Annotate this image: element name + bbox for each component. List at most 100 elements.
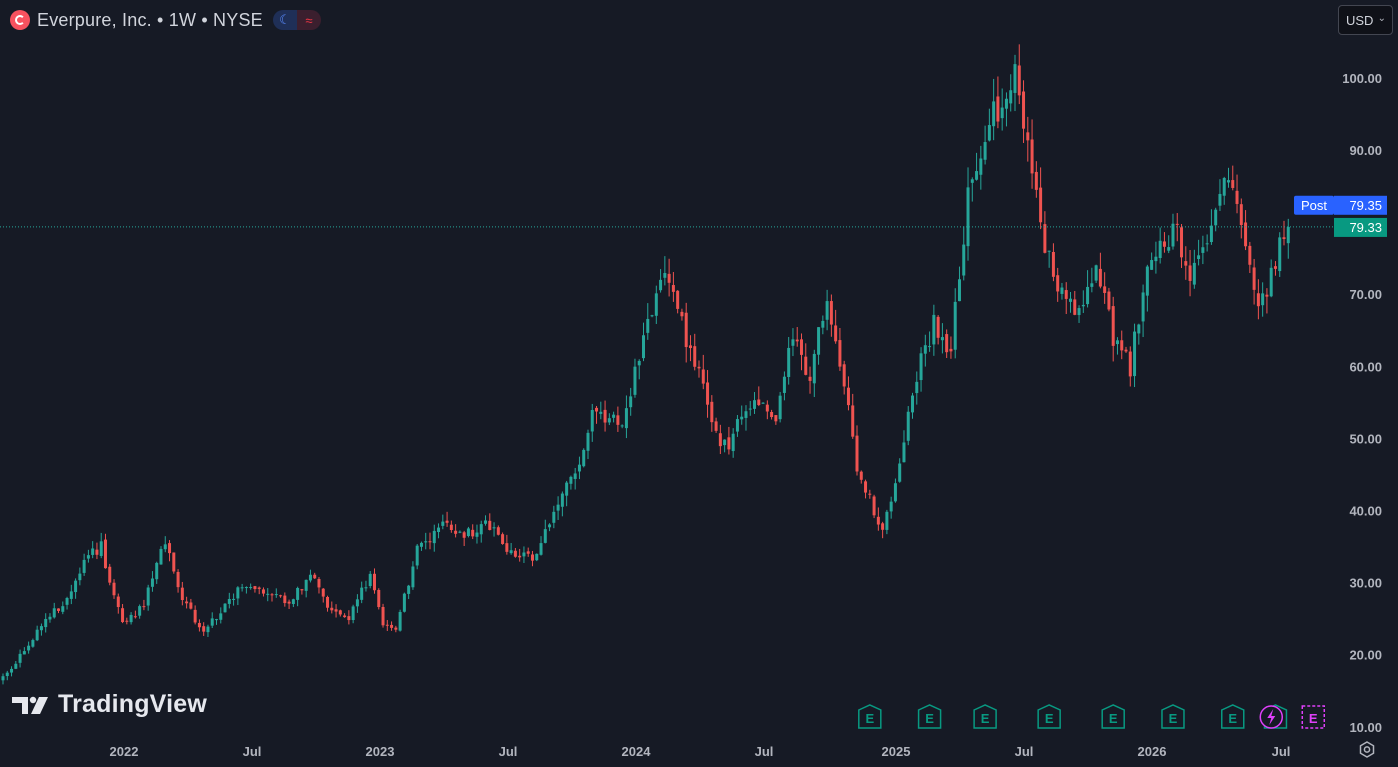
y-axis-tick-label: 70.00 (1349, 287, 1382, 302)
x-axis-tick-label: Jul (1015, 744, 1034, 759)
candle (1218, 179, 1222, 211)
candle-body (642, 335, 645, 359)
candle (1226, 167, 1230, 188)
candle (129, 612, 133, 625)
earnings-marker[interactable]: E (973, 704, 997, 729)
x-axis-tick-label: 2023 (366, 744, 395, 759)
candle (791, 328, 795, 357)
earnings-marker[interactable]: E (917, 704, 942, 729)
y-axis-tick-label: 20.00 (1349, 648, 1382, 663)
candle (466, 526, 470, 538)
candle-body (1145, 266, 1149, 296)
candle-body (684, 312, 688, 348)
candle-body (624, 408, 628, 429)
candle-body (215, 619, 218, 621)
candle (778, 391, 782, 423)
candle (1090, 267, 1094, 293)
candle (923, 334, 927, 367)
candle-body (928, 346, 932, 348)
candle (261, 587, 265, 597)
candle (1162, 232, 1166, 253)
candle (774, 415, 778, 425)
candle-body (586, 432, 590, 451)
candle-body (501, 534, 505, 544)
candle-body (1256, 293, 1260, 307)
candle (607, 413, 611, 426)
candle-body (236, 587, 240, 599)
candle-body (1248, 245, 1252, 265)
candle (1154, 241, 1158, 274)
candle-body (321, 588, 325, 597)
candle-body (1261, 293, 1265, 306)
candle-body (91, 548, 95, 555)
candle (372, 568, 376, 594)
upcoming-earnings-marker[interactable]: E (1301, 705, 1326, 729)
moon-icon[interactable]: ☾ (272, 10, 297, 30)
candle (223, 603, 227, 613)
earnings-marker[interactable]: E (1161, 704, 1185, 729)
symbol-title[interactable]: Everpure, Inc. • 1W • NYSE (37, 9, 263, 30)
earnings-shield-icon (1101, 704, 1125, 729)
dividend-marker[interactable] (1259, 705, 1284, 729)
candle-body (308, 574, 312, 581)
earnings-label: E (981, 711, 990, 726)
candle-body (693, 346, 697, 367)
candle-body (744, 411, 748, 418)
earnings-marker[interactable]: E (1101, 704, 1125, 729)
candle (1034, 161, 1038, 198)
candle (1022, 80, 1026, 143)
candle-body (69, 591, 73, 599)
candle (1043, 211, 1047, 254)
candle-body (932, 314, 936, 345)
candle-body (846, 387, 850, 406)
candle-body (343, 615, 347, 618)
tradingview-watermark[interactable]: TradingView (12, 690, 207, 719)
candle-body (27, 645, 31, 651)
candle (330, 601, 334, 614)
candle-body (304, 579, 308, 591)
earnings-shield-icon (1161, 704, 1185, 729)
candle-body (1094, 265, 1098, 281)
candle (27, 641, 31, 654)
company-logo-icon (10, 10, 30, 30)
candle (671, 272, 675, 302)
settings-icon[interactable] (1358, 741, 1376, 759)
earnings-marker[interactable]: E (1221, 704, 1245, 729)
candle (706, 370, 710, 418)
candle-body (663, 273, 667, 278)
earnings-marker[interactable]: E (1037, 704, 1061, 729)
candle-body (44, 618, 48, 628)
candles (1, 44, 1290, 685)
candle (1009, 74, 1013, 112)
earnings-marker[interactable]: E (858, 704, 882, 729)
candle (95, 542, 99, 560)
candle-body (1030, 139, 1034, 174)
candle-body (407, 585, 411, 594)
candle (936, 315, 940, 345)
candle-body (612, 414, 616, 418)
candle (535, 553, 539, 562)
candle-body (518, 555, 522, 558)
candle (31, 638, 35, 648)
candle (381, 603, 385, 628)
currency-select[interactable]: USD ⌄ (1338, 5, 1393, 35)
candle-body (1043, 224, 1047, 253)
candle (475, 524, 479, 544)
candle (313, 572, 317, 580)
market-status-pill[interactable]: ☾ ≈ (272, 10, 321, 30)
candle (488, 513, 492, 531)
candle (1158, 227, 1162, 264)
candle-body (390, 624, 394, 628)
candle (424, 532, 428, 550)
candle-body (168, 543, 172, 554)
candle (146, 584, 150, 611)
candle-body (513, 550, 517, 557)
candle (215, 618, 218, 625)
candle-body (1004, 98, 1008, 109)
wave-icon[interactable]: ≈ (296, 10, 321, 30)
candle (620, 424, 624, 429)
candle-body (842, 364, 846, 387)
candle (1098, 252, 1102, 289)
candle (1278, 232, 1282, 277)
